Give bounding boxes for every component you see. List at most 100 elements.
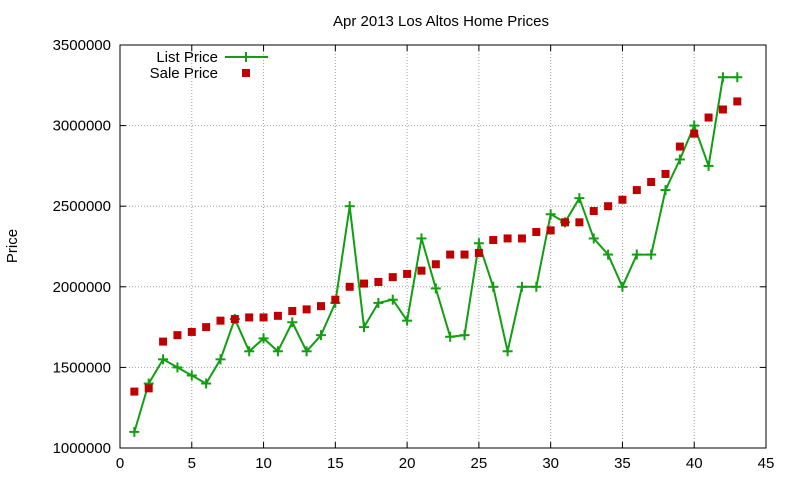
x-tick-label: 25 xyxy=(471,455,488,472)
list-price-point xyxy=(689,120,700,131)
x-tick-label: 20 xyxy=(399,455,416,472)
list-price-point xyxy=(244,346,255,357)
sale-price-point xyxy=(675,142,684,151)
list-price-series xyxy=(129,72,743,437)
list-price-point xyxy=(272,346,283,357)
chart-title: Apr 2013 Los Altos Home Prices xyxy=(333,13,549,30)
x-tick-label: 30 xyxy=(542,455,559,472)
sale-price-point xyxy=(489,236,498,245)
sale-price-point xyxy=(374,277,383,286)
sale-price-series xyxy=(130,97,742,396)
sale-price-point xyxy=(647,178,656,187)
sale-price-point xyxy=(273,311,282,320)
list-price-point xyxy=(287,317,298,328)
list-price-point xyxy=(373,297,384,308)
list-price-point xyxy=(574,193,585,204)
legend-swatch-marker xyxy=(242,69,250,77)
list-price-point xyxy=(631,249,642,260)
list-price-point xyxy=(703,160,714,171)
list-price-point xyxy=(488,281,499,292)
x-tick-label: 40 xyxy=(686,455,703,472)
y-tick-label: 2000000 xyxy=(53,279,111,296)
sale-price-point xyxy=(216,316,225,325)
sale-price-point xyxy=(561,218,570,227)
list-price-point xyxy=(416,233,427,244)
legend-item: List Price xyxy=(156,49,268,66)
list-price-point xyxy=(660,185,671,196)
list-price-point xyxy=(445,331,456,342)
list-price-point xyxy=(588,233,599,244)
x-tick-label: 35 xyxy=(614,455,631,472)
list-price-point xyxy=(172,362,183,373)
list-price-point xyxy=(158,354,169,365)
sale-price-point xyxy=(733,97,742,106)
list-price-point xyxy=(732,72,743,83)
series-layer xyxy=(129,72,743,437)
list-price-point xyxy=(430,283,441,294)
sale-price-point xyxy=(316,302,325,311)
sale-price-point xyxy=(517,234,526,243)
grid xyxy=(120,45,766,448)
sale-price-point xyxy=(173,331,182,340)
list-price-point xyxy=(473,238,484,249)
list-price-point xyxy=(717,72,728,83)
sale-price-point xyxy=(604,202,613,211)
axis-ticks: 0 5 10 15 20 25 30 35 40 45 1000000 1500000 2000000 2… xyxy=(53,37,775,472)
list-price-point xyxy=(603,249,614,260)
sale-price-point xyxy=(187,327,196,336)
y-axis-label: Price xyxy=(4,229,21,263)
legend-swatch-marker xyxy=(241,52,251,62)
list-price-point xyxy=(674,154,685,165)
list-price-point xyxy=(315,330,326,341)
sale-price-point xyxy=(230,315,239,324)
sale-price-point xyxy=(690,129,699,138)
list-price-point xyxy=(617,281,628,292)
sale-price-point xyxy=(403,269,412,278)
y-tick-label: 2500000 xyxy=(53,198,111,215)
list-price-point xyxy=(646,249,657,260)
sale-price-point xyxy=(446,250,455,259)
sale-price-point xyxy=(618,195,627,204)
x-tick-label: 0 xyxy=(116,455,124,472)
sale-price-point xyxy=(417,266,426,275)
legend-label: List Price xyxy=(156,49,218,66)
sale-price-point xyxy=(388,273,397,282)
sale-price-point xyxy=(288,306,297,315)
sale-price-point xyxy=(503,234,512,243)
sale-price-point xyxy=(202,323,211,332)
sale-price-point xyxy=(345,282,354,291)
list-price-point xyxy=(129,426,140,437)
sale-price-point xyxy=(575,218,584,227)
sale-price-point xyxy=(704,113,713,122)
y-tick-label: 3500000 xyxy=(53,37,111,54)
sale-price-point xyxy=(360,279,369,288)
plot-frame xyxy=(119,44,767,449)
list-price-point xyxy=(186,370,197,381)
sale-price-point xyxy=(245,313,254,322)
sale-price-point xyxy=(302,305,311,314)
sale-price-point xyxy=(532,227,541,236)
x-tick-label: 45 xyxy=(758,455,775,472)
sale-price-point xyxy=(431,260,440,269)
sale-price-point xyxy=(474,248,483,257)
legend-item: Sale Price xyxy=(150,65,250,82)
x-tick-label: 15 xyxy=(327,455,344,472)
sale-price-point xyxy=(130,387,139,396)
list-price-point xyxy=(502,346,513,357)
sale-price-point xyxy=(159,337,168,346)
list-price-point xyxy=(301,346,312,357)
sale-price-point xyxy=(331,295,340,304)
sale-price-point xyxy=(632,186,641,195)
list-price-point xyxy=(402,315,413,326)
sale-price-point xyxy=(661,169,670,178)
list-price-point xyxy=(531,281,542,292)
sale-price-point xyxy=(589,207,598,216)
list-price-point xyxy=(344,201,355,212)
sale-price-point xyxy=(546,226,555,235)
x-tick-label: 10 xyxy=(255,455,272,472)
sale-price-point xyxy=(144,384,153,393)
x-tick-label: 5 xyxy=(188,455,196,472)
